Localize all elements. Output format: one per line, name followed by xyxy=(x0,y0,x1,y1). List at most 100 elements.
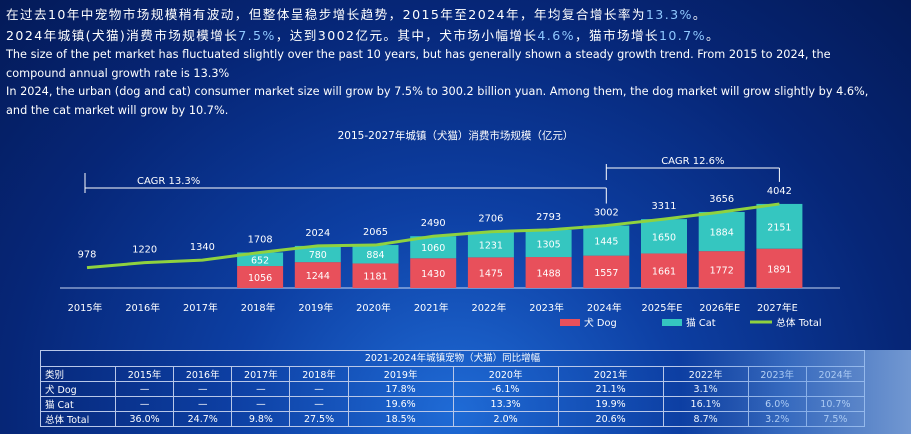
table-cell: — xyxy=(173,396,233,412)
summary-cn-line-2: 2024年城镇(犬猫)消费市场规模增长7.5%，达到3002亿元。其中，犬市场小… xyxy=(6,28,720,43)
bar-dog-12 xyxy=(756,248,803,288)
bar-cat-9 xyxy=(583,225,630,256)
label-dog-6: 1430 xyxy=(421,269,445,280)
table-cell: 3.1% xyxy=(662,381,749,397)
table-row-label: 总体 Total xyxy=(40,411,116,427)
table-header-cell: 2024年 xyxy=(805,366,866,382)
x-tick-0: 2015年 xyxy=(68,301,103,314)
x-tick-2: 2017年 xyxy=(183,301,218,314)
table-cell: 3.2% xyxy=(747,411,807,427)
bar-cat-5 xyxy=(352,245,399,264)
table-cell xyxy=(747,381,807,397)
cat-growth-highlight: 10.7% xyxy=(658,28,706,43)
label-total-2: 1340 xyxy=(190,242,215,253)
table-cell: 2.0% xyxy=(452,411,559,427)
table-cell xyxy=(805,381,866,397)
bar-dog-6 xyxy=(410,258,457,288)
bar-dog-4 xyxy=(294,262,341,288)
chart-title: 2015-2027年城镇（犬猫）消费市场规模（亿元） xyxy=(337,130,574,142)
table-cell: 21.1% xyxy=(557,381,664,397)
bar-cat-11 xyxy=(698,211,745,252)
label-dog-10: 1661 xyxy=(652,267,676,278)
table-header-cell: 2018年 xyxy=(289,366,349,382)
table-title: 2021-2024年城镇宠物（犬猫）同比增幅 xyxy=(40,350,865,366)
table-row-label: 犬 Dog xyxy=(40,381,116,397)
label-dog-9: 1557 xyxy=(594,268,618,279)
x-tick-7: 2022年 xyxy=(472,301,507,314)
label-dog-3: 1056 xyxy=(248,273,272,284)
x-tick-9: 2024年 xyxy=(587,301,622,314)
table-cell: — xyxy=(231,381,291,397)
table-cell: 9.8% xyxy=(231,411,291,427)
bar-cat-10 xyxy=(641,219,687,254)
label-dog-4: 1244 xyxy=(306,271,330,282)
table-row: 总体 Total 36.0% 24.7% 9.8% 27.5% 18.5% 2.0% 20.6… xyxy=(40,411,866,427)
table-cell: -6.1% xyxy=(452,381,559,397)
x-tick-3: 2018年 xyxy=(241,301,276,314)
label-cat-3: 652 xyxy=(251,255,269,266)
x-tick-11: 2026年E xyxy=(699,301,740,314)
label-total-6: 2490 xyxy=(421,218,446,229)
bar-cat-4 xyxy=(294,245,341,263)
label-total-7: 2706 xyxy=(478,214,503,225)
x-tick-5: 2020年 xyxy=(356,301,391,314)
table-row: 犬 Dog — — — —17.8% -6.1% 21.1% 3.1% xyxy=(40,381,866,397)
legend-dog-label: 犬 Dog xyxy=(584,316,617,329)
table-cell: — xyxy=(289,381,349,397)
summary-en-para1-line1: The size of the pet market has fluctuate… xyxy=(6,48,831,61)
table-cell: — xyxy=(114,396,175,412)
legend-cat-swatch xyxy=(662,319,682,326)
label-total-0: 978 xyxy=(78,250,97,261)
label-cat-4: 780 xyxy=(309,250,327,261)
x-tick-6: 2021年 xyxy=(414,301,449,314)
x-tick-4: 2019年 xyxy=(298,301,333,314)
label-cat-12: 2151 xyxy=(767,222,791,233)
market-size-chart: 1056 652 1244 780 1181 884 1430 1060 1475 1231 148… xyxy=(60,156,840,329)
table-cell: 19.9% xyxy=(557,396,664,412)
bar-cat-8 xyxy=(525,229,572,258)
summary-en-para2-line2: and the cat market will grow by 10.7%. xyxy=(6,103,229,117)
bar-dog-5 xyxy=(352,263,399,288)
table-cell: — xyxy=(231,396,291,412)
summary-cn-line-1: 在过去10年中宠物市场规模稍有波动，但整体呈稳步增长趋势，2015年至2024年… xyxy=(6,7,707,22)
x-tick-1: 2016年 xyxy=(125,301,160,314)
table-header-cell: 2021年 xyxy=(557,366,664,382)
x-tick-10: 2025年E xyxy=(642,301,683,314)
cagr-highlight: 13.3% xyxy=(645,7,693,22)
bar-dog-8 xyxy=(525,257,572,288)
label-total-5: 2065 xyxy=(363,227,388,238)
table-cell: — xyxy=(173,381,233,397)
table-header-cell: 2023年 xyxy=(747,366,807,382)
summary-en-para2-line1: In 2024, the urban (dog and cat) consume… xyxy=(6,85,869,98)
table-header-cell: 2019年 xyxy=(347,366,454,382)
table-cell: 13.3% xyxy=(452,396,559,412)
bar-dog-10 xyxy=(641,253,687,288)
label-dog-5: 1181 xyxy=(363,272,387,283)
table-cell: 20.6% xyxy=(557,411,664,427)
yoy-growth-table: 2021-2024年城镇宠物（犬猫）同比增幅 类别 2015年 2016年 2017年… xyxy=(40,350,866,427)
label-total-9: 3002 xyxy=(594,208,619,219)
table-cell: — xyxy=(114,381,175,397)
table-row-label: 猫 Cat xyxy=(40,396,116,412)
label-total-3: 1708 xyxy=(248,234,273,245)
x-tick-12: 2027年E xyxy=(757,301,798,314)
label-total-8: 2793 xyxy=(536,212,561,223)
label-cat-6: 1060 xyxy=(421,243,445,254)
x-tick-8: 2023年 xyxy=(529,301,564,314)
table-row: 猫 Cat — — — —19.6% 13.3% 19.9% 16.1% 6.0% 10.7% xyxy=(40,396,866,412)
growth-table-grid: 类别 2015年 2016年 2017年 2018年 2019年 2020年 2021年 202… xyxy=(40,366,866,427)
table-cell: 7.5% xyxy=(805,411,866,427)
label-total-12: 4042 xyxy=(767,186,792,197)
table-header-cell: 2022年 xyxy=(662,366,749,382)
cagr2-label: CAGR 12.6% xyxy=(661,156,724,167)
bar-cat-7 xyxy=(467,231,514,258)
label-dog-7: 1475 xyxy=(479,269,503,280)
table-cell: — xyxy=(289,396,349,412)
legend-dog-swatch xyxy=(560,319,580,326)
bar-cat-3 xyxy=(237,252,284,267)
table-cell: 16.1% xyxy=(662,396,749,412)
header-text: 在过去10年中宠物市场规模稍有波动，但整体呈稳步增长趋势，2015年至2024年… xyxy=(6,4,906,120)
table-cell: 18.5% xyxy=(347,411,454,427)
label-cat-10: 1650 xyxy=(652,232,676,243)
label-dog-12: 1891 xyxy=(767,264,791,275)
